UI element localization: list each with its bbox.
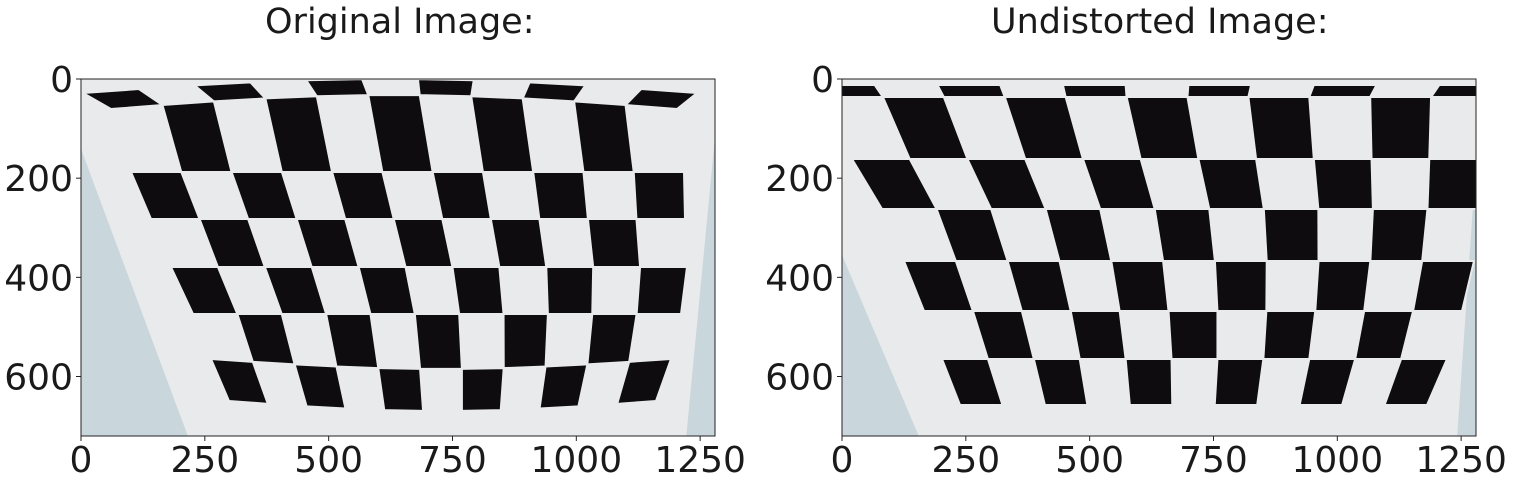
undistorted-checker-square	[1186, 84, 1253, 98]
original-y-tick-label: 400	[4, 258, 73, 299]
undistorted-image-title: Undistorted Image:	[991, 2, 1329, 42]
original-checker-square	[431, 171, 493, 220]
original-checker-square	[532, 171, 590, 220]
original-checker-square	[632, 171, 687, 220]
original-x-tick-label: 0	[70, 440, 93, 481]
undistorted-checker-square	[1298, 358, 1357, 406]
undistorted-checker-square	[1110, 260, 1170, 312]
undistorted-y-tick-label: 400	[765, 258, 834, 299]
undistorted-x-tick-label: 500	[1055, 440, 1124, 481]
undistorted-checker-square	[1429, 84, 1476, 98]
original-checker-square	[615, 357, 673, 405]
undistorted-checker-square	[1032, 358, 1089, 406]
original-checker-square	[209, 357, 270, 405]
original-checker-square	[416, 79, 475, 98]
undistorted-checker-square	[940, 358, 1004, 406]
undistorted-checker-square	[1369, 208, 1429, 262]
original-image	[81, 79, 715, 436]
original-checker-square	[413, 313, 463, 370]
undistorted-checker-square	[1247, 96, 1315, 160]
undistorted-y-tick-label: 600	[765, 358, 834, 399]
undistorted-x-tick-label: 0	[831, 440, 854, 481]
undistorted-checker-square	[1262, 310, 1317, 360]
original-x-tick-label: 250	[170, 440, 239, 481]
undistorted-image-axes: 0 250 500 750 1000 1250 0 200 400 600	[765, 60, 1507, 481]
undistorted-checker-square	[1069, 310, 1127, 360]
original-checker-square	[623, 88, 700, 111]
undistorted-image	[842, 79, 1476, 436]
undistorted-checker-square	[1197, 158, 1265, 210]
original-x-tick-label: 1250	[654, 440, 746, 481]
undistorted-checker-square	[1153, 208, 1217, 262]
original-y-tick-label: 600	[4, 358, 73, 399]
original-y-tick-label: 0	[50, 60, 73, 101]
undistorted-x-tick-label: 1000	[1292, 440, 1384, 481]
undistorted-checker-square	[1167, 310, 1219, 360]
undistorted-checker-square	[1314, 260, 1372, 312]
undistorted-checker-square	[1426, 158, 1476, 210]
original-checker-square	[545, 266, 595, 315]
original-checker-square	[521, 81, 588, 103]
original-image-axes: 0 250 500 750 1000 1250 0 200 400 600	[4, 60, 746, 481]
undistorted-checker-square	[1213, 260, 1268, 312]
undistorted-checker-square	[1061, 84, 1128, 98]
original-checker-square	[635, 266, 689, 315]
undistorted-checker-square	[1307, 84, 1379, 98]
undistorted-x-tick-label: 250	[931, 440, 1000, 481]
undistorted-checker-square	[1262, 208, 1320, 262]
original-checker-square	[489, 218, 548, 268]
original-checker-square	[502, 313, 549, 370]
undistorted-image-frame	[841, 78, 1477, 437]
undistorted-x-tick-label: 1250	[1415, 440, 1507, 481]
original-checker-square	[293, 363, 347, 410]
original-checker-square	[451, 266, 505, 315]
undistorted-checker-square	[1383, 358, 1449, 406]
original-x-tick-label: 1000	[531, 440, 623, 481]
original-checker-square	[377, 367, 425, 412]
undistorted-checker-square	[1312, 158, 1374, 210]
original-x-tick-label: 750	[418, 440, 487, 481]
original-checker-square	[586, 313, 638, 366]
original-checker-square	[470, 95, 535, 173]
undistorted-checker-square	[1411, 260, 1476, 312]
original-checker-square	[304, 79, 370, 98]
undistorted-x-tick-label: 750	[1179, 440, 1248, 481]
original-checker-square	[586, 218, 642, 268]
original-image-frame	[80, 78, 716, 437]
original-checker-square	[572, 100, 635, 173]
original-paper-sheet	[81, 79, 715, 436]
undistorted-checker-square	[1124, 358, 1174, 406]
undistorted-y-tick-label: 0	[811, 60, 834, 101]
original-y-tick-label: 200	[4, 159, 73, 200]
original-checker-square	[538, 363, 589, 410]
original-checker-square	[460, 367, 505, 412]
original-x-tick-label: 500	[294, 440, 363, 481]
original-image-title: Original Image:	[265, 2, 535, 42]
undistorted-checker-square	[1213, 358, 1265, 406]
undistorted-checker-square	[935, 84, 1007, 98]
undistorted-y-tick-label: 200	[765, 159, 834, 200]
undistorted-checker-square	[1369, 96, 1433, 160]
